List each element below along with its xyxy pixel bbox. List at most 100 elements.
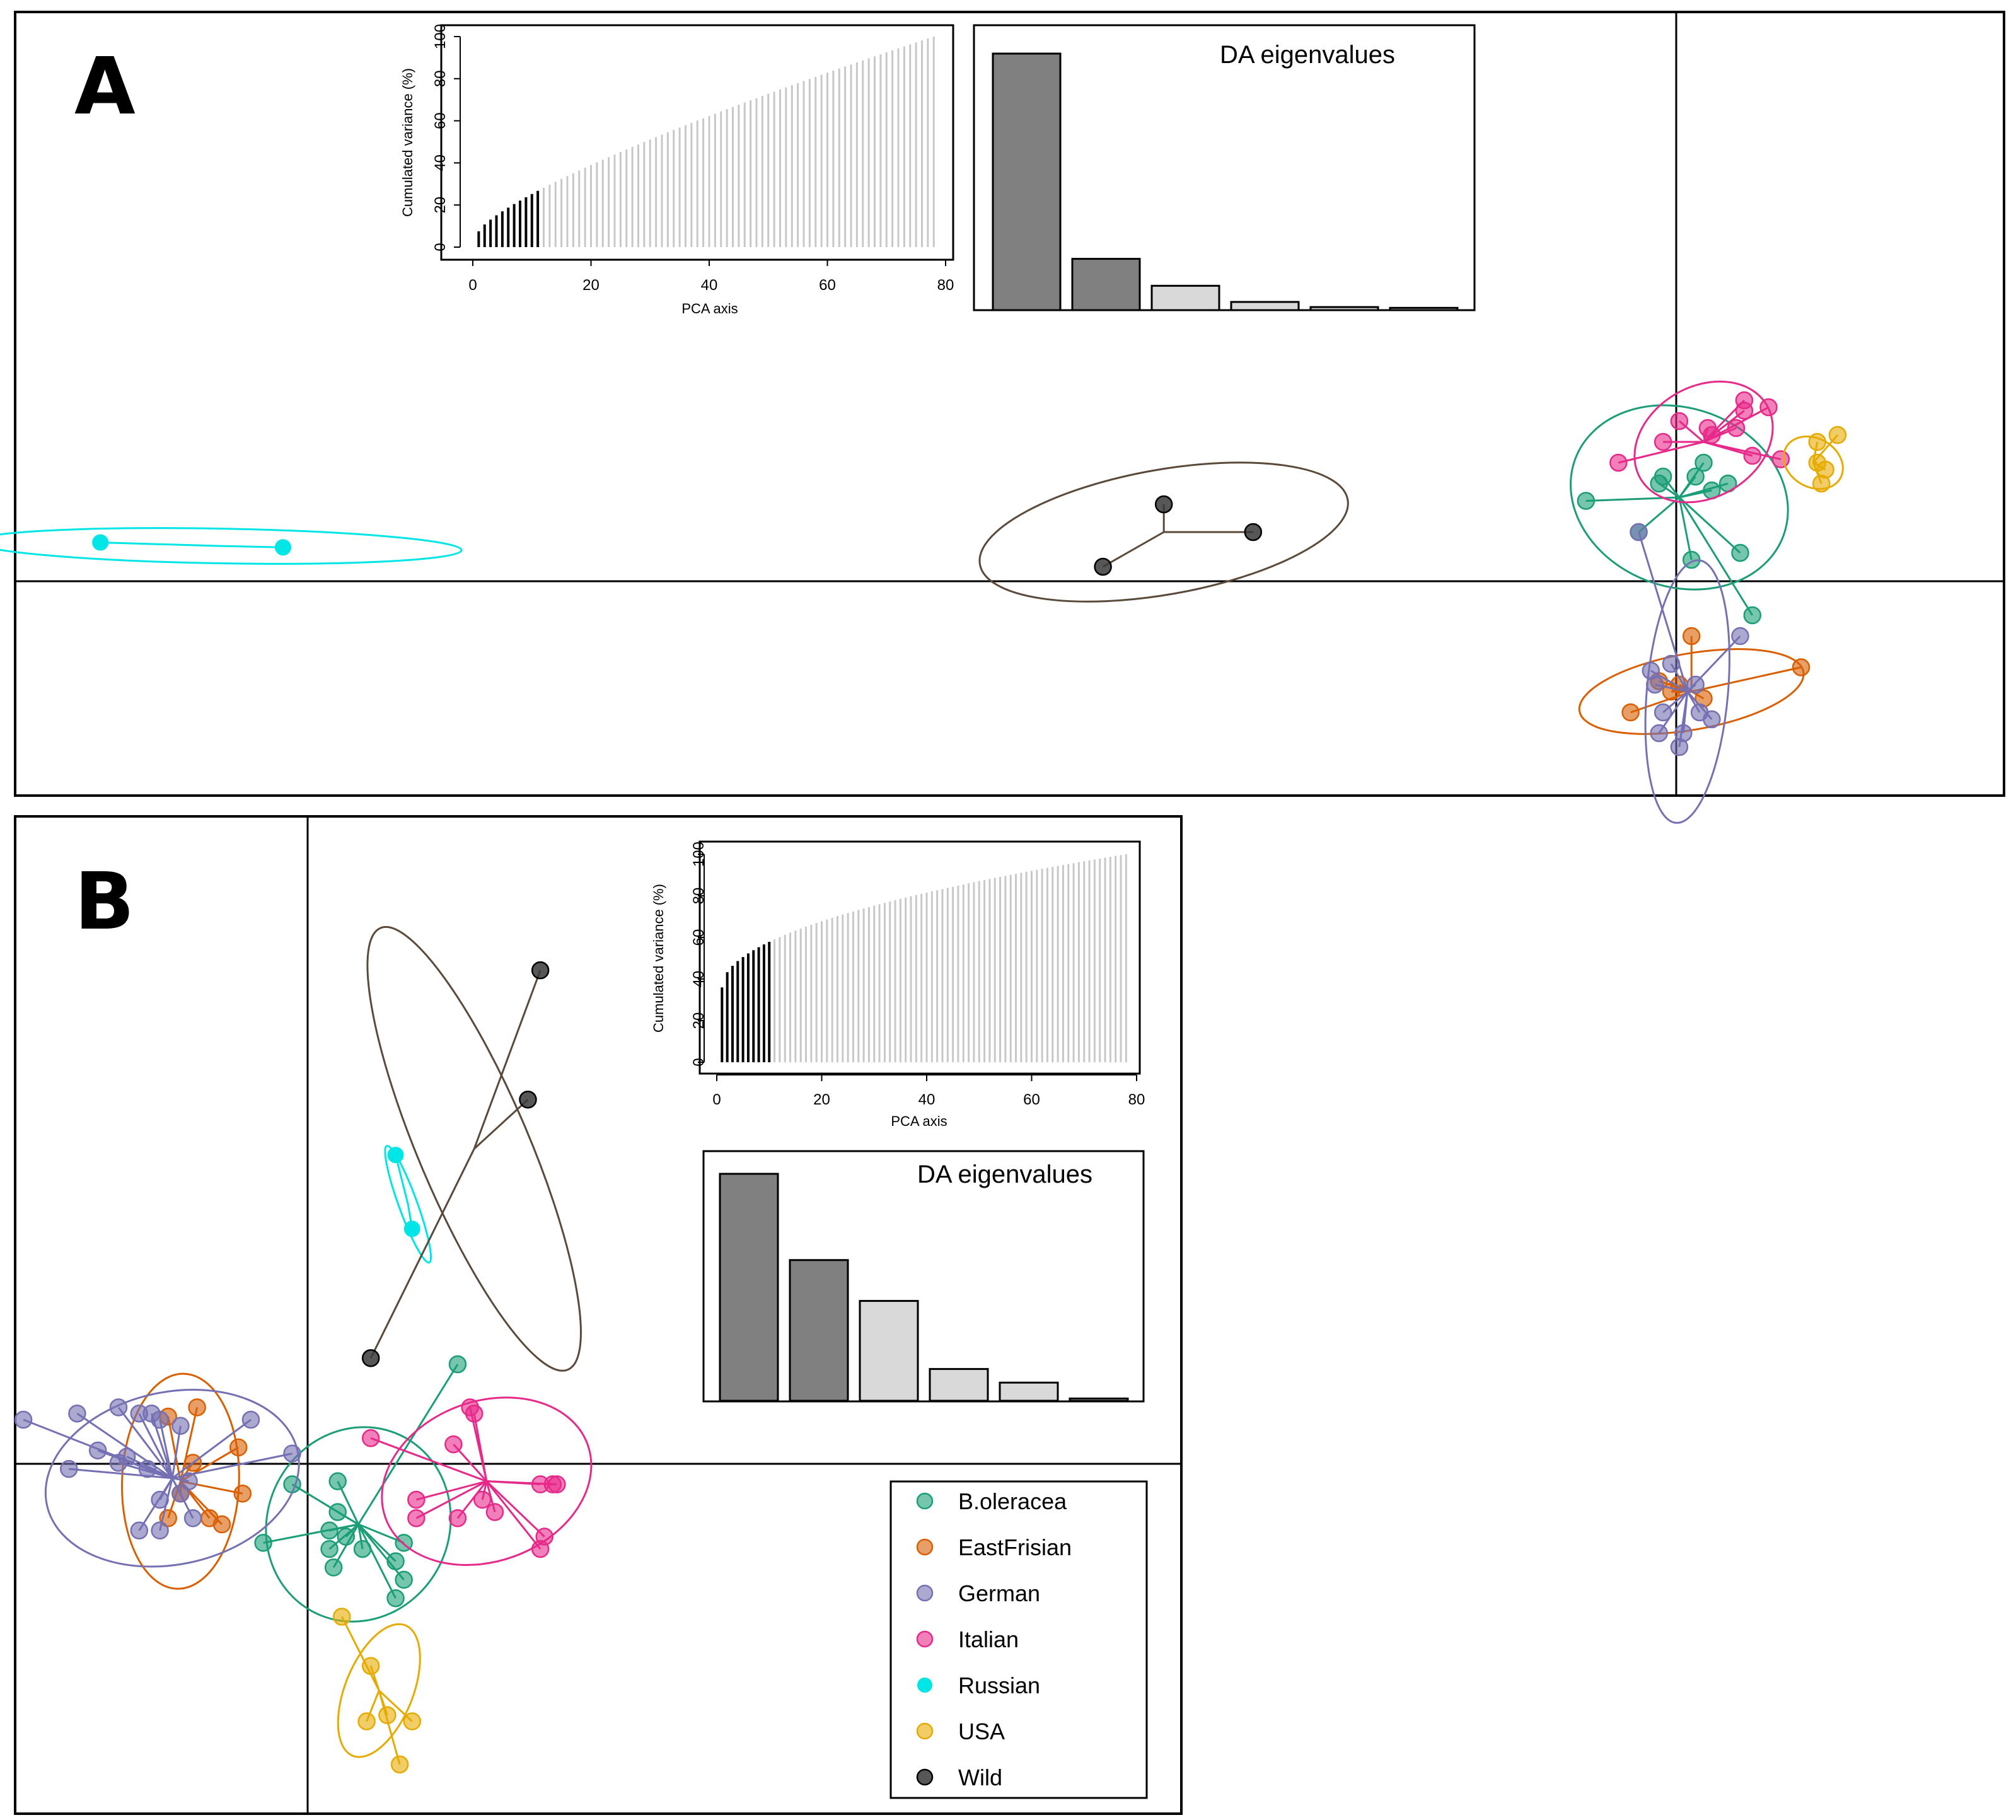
panel-b-point-german [180,1472,198,1490]
legend-label-b-oleracea: B.oleracea [958,1488,1067,1514]
panel-b-point-german [14,1410,33,1429]
legend-marker-wild [916,1768,934,1786]
panel-a-pca-ylabel: Cumulated variance (%) [400,68,415,217]
panel-a-point-german [1630,523,1648,542]
panel-b-ellipse-usa [337,1623,421,1758]
panel-b-pca-ytick-label: 40 [690,971,707,988]
panel-a-group-italian [1609,380,1790,504]
panel-a-pca-xtick-label: 40 [701,277,718,294]
panel-b-spoke-german [159,1419,173,1479]
panel-b-eigen-title: DA eigenvalues [917,1161,1092,1188]
panel-b-point-b-oleracea [254,1534,272,1552]
panel-b-point-german [241,1410,260,1429]
panel-b-letter: B [74,856,134,948]
panel-b-pca-xtick-label: 20 [813,1091,830,1108]
panel-b-pca-ytick-label: 80 [690,888,707,905]
panel-b-point-italian [361,1429,380,1447]
panel-b-spoke-russian [395,1154,409,1205]
legend-label-italian: Italian [958,1626,1019,1652]
panel-a-point-b-oleracea [1686,467,1705,486]
panel-b-point-eastfrisian [229,1438,248,1457]
panel-b-point-usa [333,1608,351,1626]
panel-a-point-italian [1670,412,1689,431]
legend: B.oleracea EastFrisian German Italian Russia… [889,1480,1148,1799]
panel-b-group-italian [361,1396,593,1566]
legend-marker-german [916,1584,934,1602]
panel-a-pca-xtick-label: 80 [937,277,954,294]
panel-a-eigen-title: DA eigenvalues [1220,41,1395,69]
panel-a-pca-ytick-label: 100 [432,24,449,49]
panel-b: B 0 20 40 60 80 0 20 40 60 80 100 PCA axis Cumulat… [14,815,1183,1815]
panel-b-point-italian [473,1490,492,1509]
panel-b-point-german [151,1410,169,1429]
panel-b-group-wild [361,925,582,1372]
panel-a-spoke-russian [100,542,218,547]
panel-b-spoke-eastfrisian [167,1416,182,1481]
panel-b-eigen-bars [719,1173,1129,1402]
legend-label-usa: USA [958,1719,1005,1744]
panel-a-point-german [1654,703,1672,722]
panel-a-point-wild [1094,557,1112,576]
panel-a-group-b-oleracea [1570,404,1789,625]
panel-b-point-usa [390,1755,409,1774]
panel-a-spoke-eastfrisian [1630,690,1692,714]
panel-b-spoke-wild [473,970,542,1149]
panel-b-spoke-italian [473,1413,488,1481]
panel-b-point-usa [357,1712,376,1730]
panel-b-spoke-italian [370,1437,487,1483]
panel-a-point-b-oleracea [1731,543,1749,562]
panel-a-spoke-b-oleracea [1678,496,1741,554]
panel-b-spoke-b-oleracea [357,1364,459,1525]
panel-b-point-b-oleracea [386,1552,405,1570]
panel-b-pca-xlabel: PCA axis [891,1113,947,1129]
panel-a-pca-bars: 0 20 40 60 80 0 20 40 60 80 100 [432,24,954,294]
panel-b-point-b-oleracea [320,1539,339,1558]
panel-b-eigen-bar [859,1300,919,1402]
panel-b-spoke-usa [340,1616,380,1691]
panel-a-ellipse-russian [0,527,463,565]
panel-a-frame [14,11,2005,797]
panel-b-spoke-italian [485,1480,545,1538]
panel-b-point-b-oleracea [324,1558,343,1577]
panel-b-point-wild [531,961,550,980]
panel-a-pca-xtick-label: 20 [582,277,600,294]
panel-b-pca-inset-frame [698,840,1141,1075]
panel-a-pca-ytick-label: 0 [432,243,449,251]
legend-label-russian: Russian [958,1672,1040,1698]
panel-b-point-eastfrisian [188,1398,206,1417]
panel-b-point-german [171,1417,190,1435]
panel-b-point-german [138,1459,157,1478]
panel-b-pca-xtick-label: 60 [1023,1091,1040,1108]
panel-a-point-german [1731,627,1749,646]
panel-b-eigen-bar [999,1381,1059,1402]
panel-a-ellipse-wild [978,461,1349,603]
panel-b-pca-ytick-label: 0 [690,1058,707,1066]
panel-a-pca-ytick-label: 20 [432,197,449,214]
panel-a-eigen-bar [1309,306,1379,311]
panel-b-pca-inset: 0 20 40 60 80 0 20 40 60 80 100 PCA axis Cumulated… [651,840,1145,1129]
panel-b-pca-ytick-label: 20 [690,1012,707,1029]
panel-b-pca-xtick-label: 40 [918,1091,936,1108]
panel-a-letter: A [74,41,136,132]
panel-a-point-german [1662,654,1681,673]
panel-a-point-german [1686,675,1705,694]
panel-a-pca-ytick-label: 80 [432,70,449,87]
panel-a-point-usa [1812,474,1831,493]
panel-b-pca-ytick-label: 100 [690,842,707,867]
panel-b-spoke-b-oleracea [357,1524,405,1580]
legend-label-eastfrisian: EastFrisian [958,1534,1072,1560]
panel-a: A 0 20 40 60 80 0 20 40 60 80 100 PCA axis Cumulat… [0,11,2005,824]
panel-a-pca-xtick-label: 60 [819,277,836,294]
panel-b-point-italian [485,1503,504,1521]
panel-a-eigen-bar [1150,284,1220,311]
panel-b-pca-xtick-label: 0 [712,1091,721,1108]
panel-b-scatter [14,925,593,1774]
panel-a-point-russian [274,539,291,556]
panel-a-point-italian [1743,446,1762,465]
panel-b-point-usa [378,1706,397,1725]
panel-b-point-italian [548,1475,566,1493]
panel-a-spoke-italian [1618,441,1704,464]
panel-a-point-b-oleracea [1743,606,1762,625]
panel-b-point-usa [361,1657,380,1675]
panel-b-point-usa [403,1712,422,1730]
